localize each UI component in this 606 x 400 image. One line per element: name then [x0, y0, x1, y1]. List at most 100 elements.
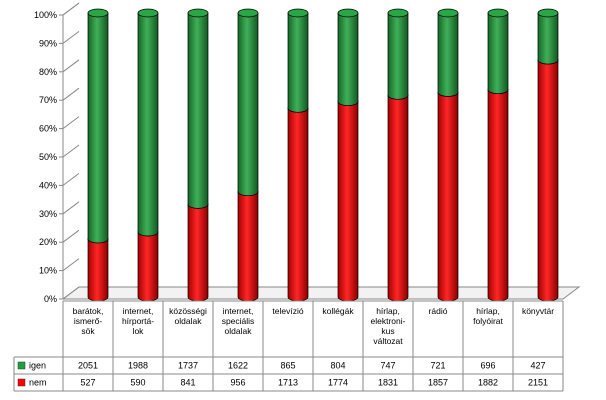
y-tick-label: 90%	[39, 38, 57, 48]
x-category-label: ismerő-	[74, 316, 103, 326]
bar-segment-nem	[87, 238, 109, 302]
data-label-nem: 1882	[478, 378, 498, 388]
bar-cap-igen	[337, 8, 359, 18]
x-category-label: oldalak	[225, 326, 253, 336]
x-category-label: kollégák	[322, 306, 354, 316]
x-category-label: hírportá-	[122, 316, 154, 326]
bar-segment-nem	[387, 94, 409, 302]
bar-cap-igen	[437, 8, 459, 18]
y-tick-depth	[62, 59, 80, 73]
x-category-label: lok	[133, 326, 145, 336]
y-tick-depth	[62, 172, 80, 186]
y-tick-depth	[62, 201, 80, 215]
data-label-igen: 696	[480, 361, 495, 371]
y-tick-label: 0%	[44, 294, 57, 304]
x-category-label: internet,	[223, 306, 254, 316]
data-label-igen: 1737	[178, 361, 198, 371]
x-category-label: közösségi	[169, 306, 207, 316]
data-label-nem: 1857	[428, 378, 448, 388]
y-tick-label: 70%	[39, 95, 57, 105]
x-category-label: könyvtár	[522, 306, 554, 316]
y-tick-depth	[62, 87, 80, 101]
y-tick-label: 40%	[39, 180, 57, 190]
x-category-label: hírlap,	[376, 306, 400, 316]
data-label-nem: 1774	[328, 378, 348, 388]
x-category-label: oldalak	[175, 316, 203, 326]
data-label-nem: 2151	[528, 378, 548, 388]
y-tick-label: 50%	[39, 152, 57, 162]
bar-segment-nem	[487, 89, 509, 302]
bar-segment-igen	[87, 12, 109, 244]
y-tick-label: 80%	[39, 67, 57, 77]
bar-segment-nem	[337, 101, 359, 302]
legend-key-nem	[17, 378, 26, 387]
x-category-label: változat	[373, 336, 403, 346]
x-category-label: internet,	[123, 306, 154, 316]
legend-label-igen: igen	[29, 361, 46, 371]
data-label-nem: 1831	[378, 378, 398, 388]
y-tick-depth	[62, 116, 80, 130]
data-label-igen: 1988	[128, 361, 148, 371]
bar-cap-igen	[187, 8, 209, 18]
bar-segment-igen	[387, 12, 409, 100]
bar-segment-nem	[437, 92, 459, 302]
bar-cap-igen	[87, 8, 109, 18]
bars	[87, 8, 559, 302]
y-tick-depth	[62, 229, 80, 243]
bar-cap-igen	[487, 8, 509, 18]
bar-segment-nem	[137, 231, 159, 302]
bar-cap-igen	[137, 8, 159, 18]
data-label-igen: 747	[380, 361, 395, 371]
data-label-igen: 2051	[78, 361, 98, 371]
y-tick-label: 30%	[39, 209, 57, 219]
data-label-igen: 427	[530, 361, 545, 371]
y-tick-label: 100%	[34, 10, 57, 20]
x-category-label: sök	[81, 326, 95, 336]
data-label-nem: 956	[230, 378, 245, 388]
data-table: barátok,ismerő-sökinternet,hírportá-lokk…	[13, 300, 564, 392]
bar-segment-igen	[537, 12, 559, 65]
x-category-label: elektroni-	[371, 316, 406, 326]
bar-cap-igen	[537, 8, 559, 18]
y-tick-label: 60%	[39, 124, 57, 134]
data-label-nem: 1713	[278, 378, 298, 388]
x-category-label: barátok,	[73, 306, 104, 316]
x-category-label: speciális	[222, 316, 255, 326]
bar-cap-igen	[387, 8, 409, 18]
x-category-label: folyóirat	[473, 316, 503, 326]
data-label-igen: 721	[430, 361, 445, 371]
y-tick-depth	[62, 2, 80, 16]
x-category-label: hírlap,	[476, 306, 500, 316]
bar-segment-nem	[537, 59, 559, 302]
bar-cap-igen	[237, 8, 259, 18]
x-category-label: televízió	[272, 306, 303, 316]
data-label-igen: 1622	[228, 361, 248, 371]
bar-segment-igen	[337, 12, 359, 106]
y-tick-label: 10%	[39, 266, 57, 276]
data-label-nem: 527	[80, 378, 95, 388]
y-tick-depth	[62, 30, 80, 44]
data-label-igen: 804	[330, 361, 345, 371]
bar-segment-nem	[287, 107, 309, 302]
legend-key-igen	[17, 361, 26, 370]
y-tick-label: 20%	[39, 237, 57, 247]
y-tick-depth	[62, 286, 80, 300]
bar-segment-igen	[137, 12, 159, 237]
bar-segment-igen	[487, 12, 509, 95]
data-label-igen: 865	[280, 361, 295, 371]
x-category-label: kus	[381, 326, 394, 336]
y-tick-depth	[62, 258, 80, 272]
bar-segment-igen	[287, 12, 309, 113]
bar-segment-igen	[237, 12, 259, 197]
bar-segment-igen	[437, 12, 459, 97]
data-label-nem: 841	[180, 378, 195, 388]
bar-cap-igen	[287, 8, 309, 18]
bar-segment-nem	[187, 204, 209, 302]
bar-segment-nem	[237, 191, 259, 302]
y-tick-depth	[62, 144, 80, 158]
x-category-label: rádió	[429, 306, 448, 316]
data-label-nem: 590	[130, 378, 145, 388]
legend-label-nem: nem	[29, 378, 47, 388]
bar-segment-igen	[187, 12, 209, 209]
